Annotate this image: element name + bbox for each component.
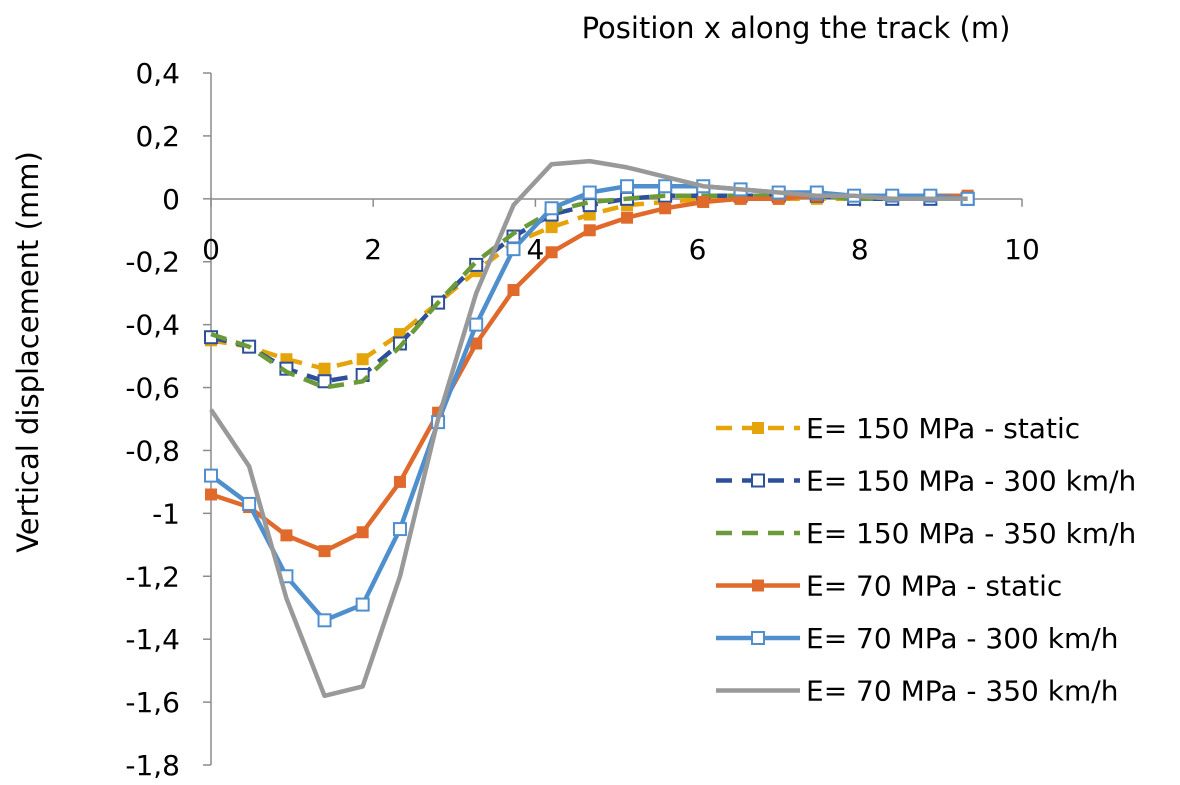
legend-label: E= 150 MPa - 300 km/h [806,465,1136,498]
data-point [583,224,596,237]
data-point [697,195,710,208]
data-point [355,597,370,612]
legend-label: E= 70 MPa - static [806,570,1062,603]
data-point [659,202,672,215]
y-tick-label: -1,8 [125,749,180,782]
x-tick-label: 8 [851,233,869,266]
y-tick-label: 0,2 [135,120,180,153]
data-point [621,211,634,224]
x-tick-label: 10 [1004,233,1040,266]
data-point [620,179,635,194]
series-line [210,193,968,384]
data-point [356,526,369,539]
legend-marker [751,631,765,645]
legend-label: E= 150 MPa - static [806,412,1080,445]
x-tick-label: 6 [689,233,707,266]
y-axis-title: Vertical displacement (mm) [11,151,45,553]
legend-label: E= 70 MPa - 300 km/h [806,622,1118,655]
y-tick-label: 0 [162,183,180,216]
data-point [318,545,331,558]
data-point [392,522,407,537]
data-point [506,242,521,257]
data-point [393,475,406,488]
y-tick-label: -1,6 [125,686,180,719]
legend-item: E= 150 MPa - 350 km/h [716,517,1136,550]
data-point [545,221,558,234]
y-tick-label: -0,8 [125,434,180,467]
y-tick-label: 0,4 [135,57,180,90]
series-layer [204,158,975,699]
data-point [470,337,483,350]
legend-marker [751,473,765,488]
legend: E= 150 MPa - static E= 150 MPa - 300 km/h… [716,412,1136,708]
x-axis-ticks: 0 2 4 6 8 10 [202,198,1040,266]
legend-label: E= 150 MPa - 350 km/h [806,517,1136,550]
series-6 [209,158,968,699]
legend-label: E= 70 MPa - 350 km/h [806,675,1118,708]
x-tick-label: 2 [364,233,382,266]
data-point [317,613,332,628]
data-point [658,179,673,194]
data-point [317,374,332,389]
x-tick-label: 4 [526,233,544,266]
series-1 [205,192,974,375]
data-point [204,468,218,483]
series-line [209,158,968,699]
legend-marker [752,422,764,434]
data-point [356,353,369,366]
data-point [544,201,559,216]
y-tick-label: -0,2 [125,246,180,279]
y-tick-label: -1 [152,497,180,530]
data-point [545,246,558,259]
data-point [507,284,520,297]
data-point [242,496,257,511]
legend-item: E= 150 MPa - static [716,412,1080,445]
y-tick-label: -1,2 [125,560,180,593]
data-point [280,529,293,542]
legend-item: E= 70 MPa - static [716,570,1062,603]
legend-item: E= 150 MPa - 300 km/h [716,465,1136,498]
legend-item: E= 70 MPa - 350 km/h [716,675,1118,708]
x-tick-label: 0 [202,233,220,266]
data-point [318,362,331,375]
legend-marker [752,579,764,592]
data-point [205,488,217,501]
data-point [469,317,484,332]
data-point [582,185,597,200]
y-tick-label: -0,6 [125,372,180,405]
y-tick-label: -0,4 [125,309,180,342]
x-axis-title: Position x along the track (m) [582,11,1011,45]
y-tick-label: -1,4 [125,623,180,656]
y-axis-ticks: 0,4 0,2 0 -0,2 -0,4 -0,6 -0,8 -1 -1,2 -1,4 -1,6 -1,… [125,57,211,782]
legend-item: E= 70 MPa - 300 km/h [716,622,1118,655]
